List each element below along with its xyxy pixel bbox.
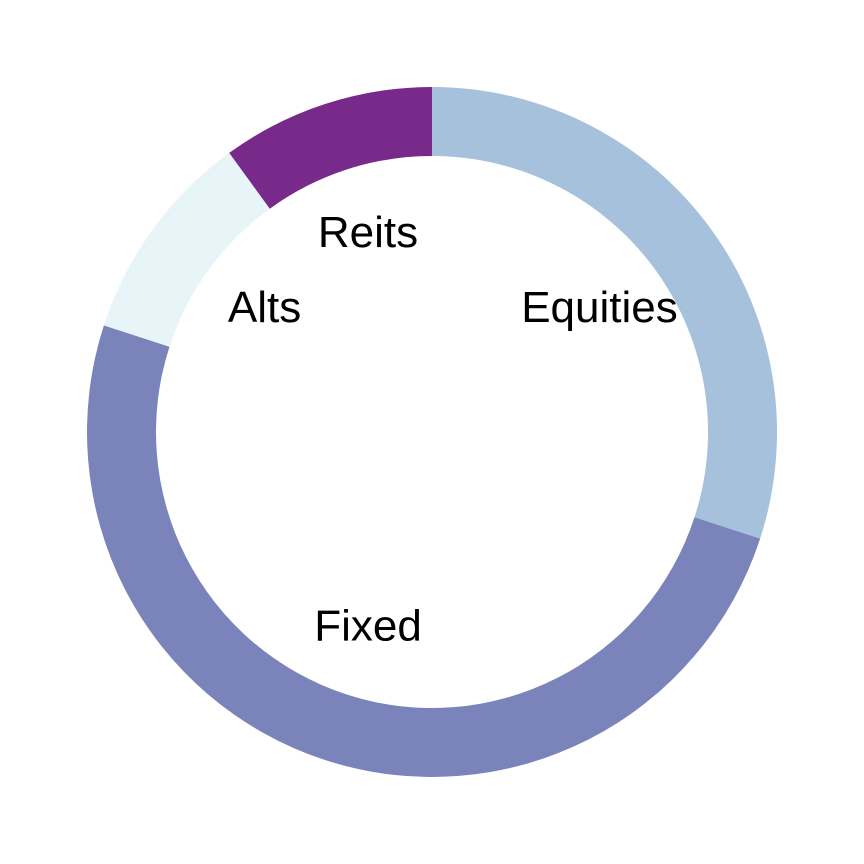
slice-label-alts: Alts <box>228 283 301 332</box>
donut-labels: Equities Fixed Alts Reits <box>228 208 678 651</box>
slice-label-fixed: Fixed <box>314 601 422 650</box>
slice-alts <box>103 152 270 347</box>
slice-equities <box>432 87 777 539</box>
slice-fixed <box>87 325 761 777</box>
slice-reits <box>229 87 432 209</box>
slice-label-reits: Reits <box>318 208 418 257</box>
donut-slices <box>87 87 777 777</box>
slice-label-equities: Equities <box>521 283 678 332</box>
